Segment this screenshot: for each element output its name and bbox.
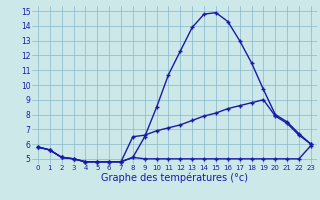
X-axis label: Graphe des températures (°c): Graphe des températures (°c) [101, 173, 248, 183]
